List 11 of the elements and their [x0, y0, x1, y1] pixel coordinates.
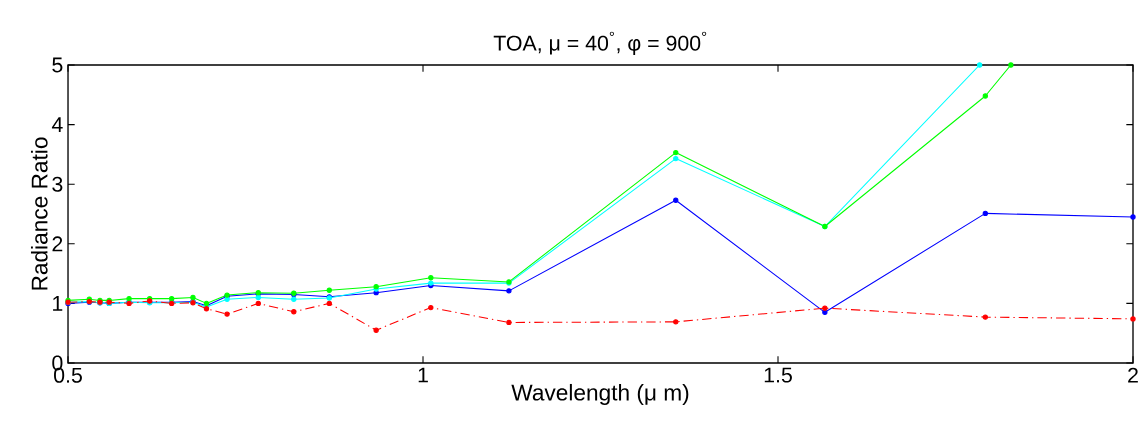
chart-title: TOA, μ = 40$^{°}$, φ = 900$^{°}$: [493, 31, 707, 55]
y-tick-label: 5: [52, 57, 63, 73]
x-tick-label: 1.5: [764, 367, 792, 383]
x-tick-label: 1: [418, 367, 428, 383]
x-tick-label: 2: [1128, 367, 1138, 383]
y-tick-label: 2: [52, 236, 63, 252]
y-tick-label: 1: [53, 296, 63, 311]
y-tick-label: 4: [51, 117, 63, 132]
y-axis-title: Radiance Ratio: [30, 137, 48, 290]
y-tick-label: 3: [52, 176, 63, 192]
x-axis-title: Wavelength (μ m): [511, 383, 689, 406]
